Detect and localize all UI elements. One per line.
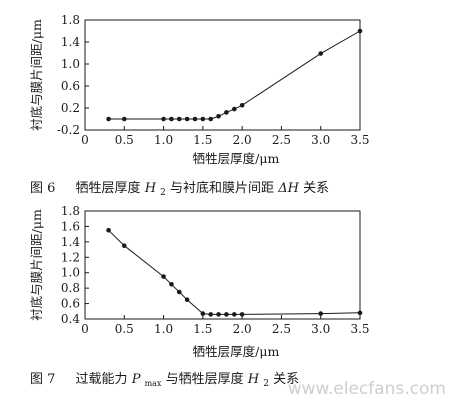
chart-1-plot-frame [84,19,361,131]
chart-2: 0 0.5 1.0 1.5 2.0 2.5 3.0 3.50.40.60.81.01.21.4… [29,204,370,390]
chart-1-data-point [184,116,190,122]
watermark-text: www.elecfans.com [288,379,446,399]
chart-2-x-tick-label: 1.0 [154,322,173,336]
chart-2-data-point [318,311,324,316]
chart-1-y-tick-label: 1.8 [61,13,80,27]
chart-2-series-line [108,229,361,315]
chart-2-x-tick-label: 3.5 [350,322,369,336]
chart-2-data-point [357,310,363,316]
chart-1-data-point [231,106,237,112]
chart-2-x-tick-label: 0.5 [115,322,134,336]
chart-1-x-tick-label: 3.0 [311,133,330,147]
chart-2-data-point [216,312,221,317]
chart-2-y-tick-label: 1.4 [61,235,80,249]
chart-1-y-tick-label: 0.2 [61,101,80,115]
chart-2-x-tick-label: 2.5 [272,322,291,336]
chart-2-data-point [106,227,111,233]
chart-1-x-axis-title: 牺牲层厚度/μm [193,151,280,166]
chart-2-x-axis-title: 牺牲层厚度/μm [193,344,280,359]
chart-2-x-tick-label: 1.5 [193,322,212,336]
chart-1-data-point [106,116,111,122]
chart-2-data-point [161,274,166,279]
chart-1-caption-var1-sub: 2 [160,188,166,198]
chart-2-y-tick-label: 0.6 [61,297,80,311]
chart-2-data-point [239,312,245,317]
chart-2-x-tick-label: 3.0 [311,322,330,336]
chart-1-series-line [108,30,361,120]
chart-2-data-point [231,312,237,317]
chart-1-caption-text-mid: 与衬底和膜片间距 [170,180,278,196]
chart-1-y-tick-label: 1.4 [61,35,80,49]
chart-1: 0 0.5 1.0 1.5 2.0 2.5 3.0 3.5 -0.2 0.2 0.6 1.0 1.4 1.… [29,13,370,199]
chart-1-data-point [161,116,166,122]
chart-2-caption-text-after: 关系 [273,372,299,387]
chart-1-data-point [200,116,206,122]
chart-1-x-tick-label: 1.5 [193,133,212,147]
chart-2-y-tick-label: 0.4 [61,312,80,326]
chart-2-y-tick-label: 0.8 [61,281,80,295]
chart-1-x-tick-label: 1.0 [154,133,173,147]
chart-1-x-tick-label: 3.5 [350,133,369,147]
chart-1-x-tick-label: 2.0 [233,133,252,147]
chart-1-caption-text-after: 关系 [303,181,329,196]
chart-1-x-tick-label: 0.5 [115,133,134,147]
chart-2-y-tick-label: 1.0 [61,266,80,280]
chart-1-caption: 图 6 牺牲层厚度 H 2 与衬底和膜片间距 ΔH 关系 [30,180,329,199]
chart-2-axes: 0 0.5 1.0 1.5 2.0 2.5 3.0 3.50.40.60.81.01.21.4… [61,204,370,336]
chart-2-y-tick-label: 1.2 [61,250,80,264]
chart-2-data-point [121,243,127,249]
chart-1-caption-var2: ΔH [277,181,299,196]
chart-1-data-point [239,102,245,108]
chart-1-data-point [357,28,363,34]
chart-2-data-point [169,281,174,287]
chart-2-caption: 图 7 过载能力 P max 与牺牲层厚度 H 2 关系 [30,371,299,390]
chart-2-y-axis-title: 衬底与膜片间距/μm [29,209,44,321]
chart-2-y-tick-label: 1.6 [61,219,80,233]
chart-1-marks [106,28,363,122]
chart-1-data-point [169,116,174,122]
chart-1-axes: 0 0.5 1.0 1.5 2.0 2.5 3.0 3.5 -0.2 0.2 0.6 1.0 1.4 1.… [57,13,370,147]
chart-1-caption-var1: H [144,181,157,196]
chart-1-data-point [224,110,229,115]
chart-2-data-point [224,312,229,317]
chart-2-caption-text-before: 过载能力 [76,372,132,387]
chart-2-data-point [200,311,206,316]
chart-1-data-point [208,116,214,122]
chart-2-caption-text-mid: 与牺牲层厚度 [166,371,248,387]
chart-2-x-tick-label: 0 [81,322,89,336]
chart-2-caption-var1-sub: max [145,379,162,388]
chart-1-x-tick-label: 2.5 [272,133,291,147]
chart-1-data-point [176,116,182,122]
chart-1-y-tick-label: 0.6 [61,79,80,93]
chart-2-caption-label: 图 7 [30,372,55,387]
chart-2-data-point [184,297,190,303]
chart-1-y-tick-label: -0.2 [57,123,80,137]
chart-2-caption-var2-sub: 2 [263,379,269,389]
chart-1-data-point [216,113,221,119]
chart-2-x-tick-label: 2.0 [233,322,252,336]
chart-1-x-tick-label: 0 [81,133,89,147]
chart-1-data-point [318,51,324,56]
chart-1-caption-text-before: 牺牲层厚度 [76,180,145,196]
chart-2-caption-var2: H [247,372,260,387]
chart-2-data-point [208,312,214,317]
chart-1-y-tick-label: 1.0 [61,57,80,71]
chart-2-caption-var1: P [131,372,141,387]
chart-2-data-point [176,289,182,295]
chart-2-marks [106,227,363,317]
chart-2-plot-frame [84,210,361,320]
chart-1-caption-label: 图 6 [30,181,55,196]
chart-1-data-point [121,116,127,122]
chart-2-y-tick-label: 1.8 [61,204,80,218]
chart-1-y-axis-title: 衬底与膜片间距/μm [29,19,44,131]
chart-1-data-point [192,116,198,122]
